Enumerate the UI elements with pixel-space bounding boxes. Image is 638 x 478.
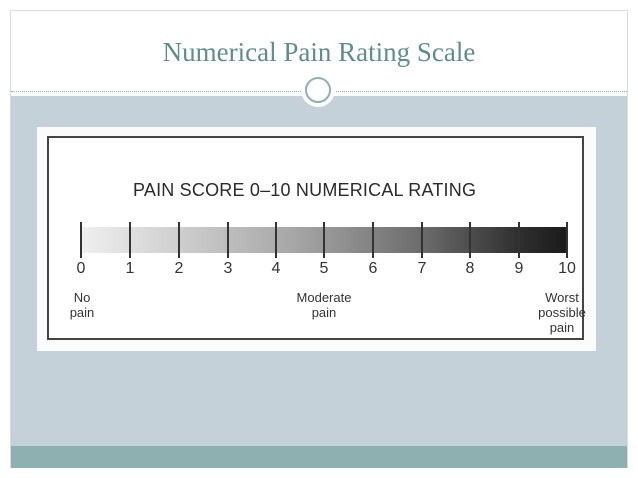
pain-scale-heading: PAIN SCORE 0–10 NUMERICAL RATING [133,180,477,200]
tick-7 [421,222,423,258]
anchor-no-pain-line1: No [73,290,91,305]
tick-8 [469,222,471,258]
scale-number-9: 9 [514,260,524,277]
circle-ornament-icon [301,73,335,107]
tick-3 [227,222,229,258]
anchor-worst-pain: Worst possible pain [530,290,594,335]
slide-title: Numerical Pain Rating Scale [162,37,476,67]
anchor-moderate-pain: Moderate pain [284,290,364,320]
tick-5 [323,222,325,258]
scale-number-5: 5 [319,260,329,277]
scale-number-7: 7 [417,260,427,277]
tick-0 [80,222,82,258]
anchor-no-pain-line2: pain [69,305,95,320]
anchor-worst-line2: possible [538,305,586,320]
scale-number-8: 8 [465,260,475,277]
scale-number-0: 0 [76,260,86,277]
tick-2 [178,222,180,258]
anchor-worst-line1: Worst [545,290,579,305]
scale-number-6: 6 [368,260,378,277]
tick-9 [518,222,520,258]
scale-number-10: 10 [558,260,576,277]
scale-number-4: 4 [271,260,281,277]
tick-10 [566,222,568,258]
scale-number-1: 1 [125,260,135,277]
scale-number-2: 2 [174,260,184,277]
anchor-moderate-line2: pain [311,305,337,320]
scale-number-3: 3 [223,260,233,277]
footer-band [11,446,627,468]
tick-1 [129,222,131,258]
tick-4 [275,222,277,258]
anchor-moderate-line1: Moderate [296,290,352,305]
anchor-no-pain: No pain [62,290,102,320]
anchor-worst-line3: pain [549,320,575,335]
tick-6 [372,222,374,258]
